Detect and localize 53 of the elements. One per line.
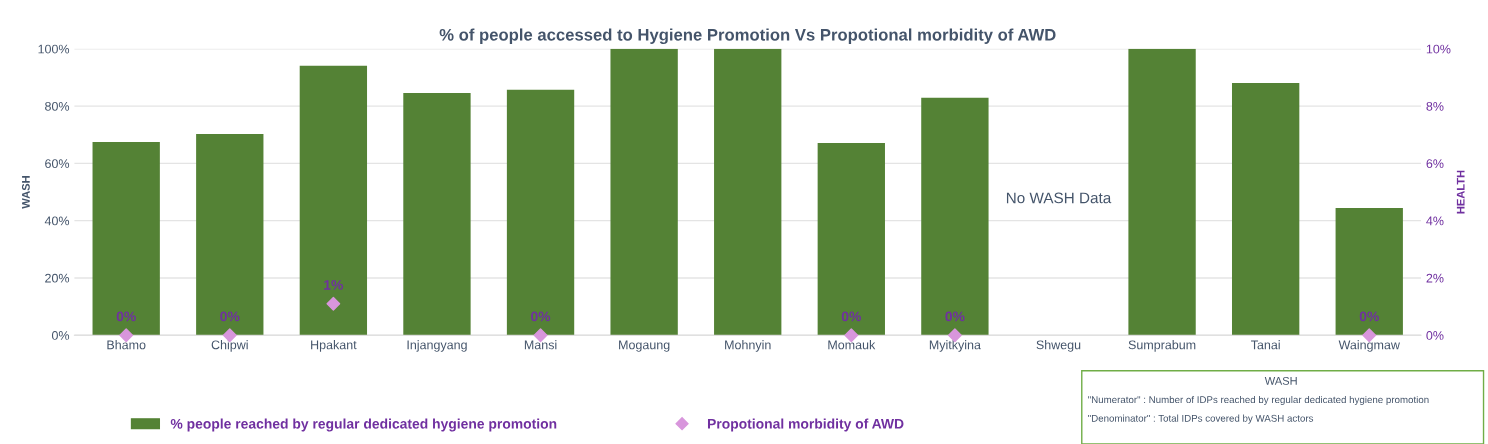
x-tick-label: Tanai (1251, 340, 1280, 350)
x-tick-label: Chipwi (211, 340, 248, 352)
bar (817, 143, 885, 336)
y-axis-title: WASH (21, 176, 30, 209)
chart-title: % of people accessed to Hygiene Promotion Vs Propotional morbidity of AWD (439, 28, 1056, 45)
bar (299, 65, 368, 336)
y2-tick-label: 0% (1426, 331, 1444, 340)
data-label: 0% (841, 311, 861, 322)
x-tick-label: Injangyang (407, 340, 467, 352)
bar (92, 141, 160, 336)
y-tick-label: 60% (45, 159, 70, 169)
y2-tick-label: 10% (1426, 44, 1451, 54)
y2-tick-label: 6% (1426, 159, 1444, 169)
x-tick-label: Mogaung (619, 340, 670, 352)
x-tick-label: Shwegu (1036, 340, 1081, 352)
x-tick-label: Waingmaw (1338, 340, 1400, 352)
bar (921, 97, 989, 336)
data-label: 0% (116, 311, 136, 322)
y-tick-label: 0% (51, 331, 70, 340)
x-tick-label: Mansi (524, 340, 557, 350)
y-tick-label: 80% (45, 101, 70, 111)
y-tick-label: 100% (38, 44, 70, 54)
text: "Numerator" : Number of IDPs reached by regular dedicated hygiene promotion (1088, 395, 1429, 406)
annotation: No WASH Data (1006, 192, 1112, 204)
x-tick-label: Mohnyin (725, 340, 771, 352)
text: "Denominator" : Total IDPs covered by WASH actors (1088, 414, 1314, 424)
x-tick-label: Sumprabum (1128, 340, 1196, 352)
bar (403, 92, 471, 336)
data-label: 0% (220, 311, 240, 322)
bar (196, 133, 264, 336)
y2-tick-label: 4% (1426, 216, 1444, 226)
x-tick-label: Myitkyina (929, 340, 981, 352)
data-label: 0% (945, 311, 965, 322)
bar (714, 48, 782, 336)
bar (610, 48, 678, 336)
legend-label: Propotional morbidity of AWD (707, 418, 904, 432)
x-tick-label: Hpakant (311, 340, 357, 352)
bar (506, 89, 575, 336)
legend-label: % people reached by regular dedicated hygiene promotion (170, 418, 557, 432)
y2-tick-label: 8% (1426, 101, 1444, 111)
bar (1335, 208, 1403, 336)
bar (1231, 82, 1300, 336)
data-label: 1% (324, 280, 344, 290)
y2-tick-label: 2% (1426, 273, 1444, 283)
y2-axis-title: HEALTH (1456, 170, 1465, 214)
y-tick-label: 40% (44, 216, 70, 226)
text: WASH (1264, 376, 1297, 385)
x-tick-label: Momauk (828, 340, 876, 350)
x-tick-label: Bhamo (107, 340, 146, 350)
y-tick-label: 20% (45, 273, 70, 283)
bar (1128, 48, 1196, 336)
data-label: 0% (531, 311, 551, 322)
data-label: 0% (1359, 311, 1379, 322)
